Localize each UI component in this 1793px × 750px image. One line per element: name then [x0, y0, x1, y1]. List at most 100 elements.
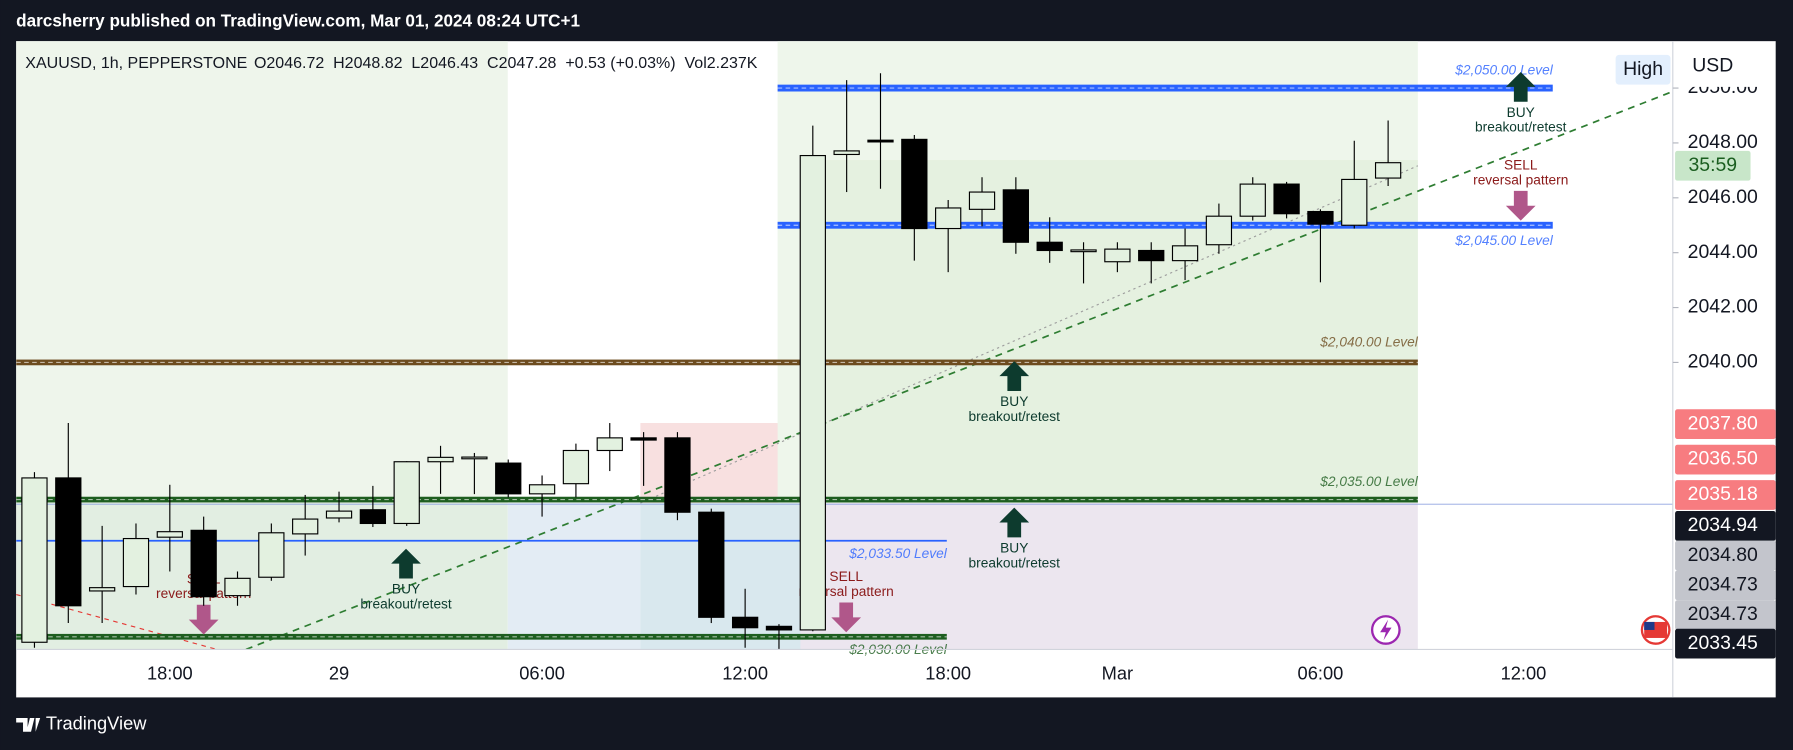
candle-body [833, 150, 860, 156]
price-tag-label: 2034.73 [1688, 573, 1758, 595]
candle-body [765, 625, 793, 631]
candle-body [596, 437, 623, 452]
candle-body [224, 577, 251, 597]
candle-body [393, 461, 420, 525]
candle-body [461, 456, 488, 460]
candle-body [799, 154, 826, 631]
candle-body [935, 207, 962, 230]
price-tag-label: 2035.18 [1688, 483, 1758, 505]
candle-body [867, 139, 894, 143]
candle-body [731, 616, 759, 629]
zone [507, 503, 641, 650]
candle-body [630, 437, 657, 441]
y-tick-label: 2048.00 [1688, 131, 1758, 153]
y-tick-label: 2044.00 [1688, 241, 1758, 263]
y-tick-label: 2042.00 [1688, 296, 1758, 318]
candle-body [21, 477, 48, 643]
candle-body [156, 531, 183, 538]
price-tag-label: 2034.80 [1688, 544, 1758, 566]
price-tag [1675, 540, 1776, 571]
trend-line [245, 90, 1673, 650]
candle-body [325, 510, 353, 519]
price-tag [1675, 600, 1776, 630]
signal-detail: breakout/retest [1475, 120, 1567, 135]
signal: BUY [1507, 105, 1535, 120]
countdown-tag [1675, 150, 1751, 181]
trend-line [640, 165, 1419, 504]
candle-body [55, 477, 82, 607]
candle-body [427, 456, 454, 463]
brand: TradingView [46, 713, 147, 734]
x-tick-label: 18:00 [925, 662, 971, 683]
candle-body [1374, 162, 1402, 179]
signal-detail: reversal pattern [1473, 172, 1568, 187]
signal-detail: breakout/retest [969, 409, 1061, 424]
currency: USD [1692, 54, 1733, 76]
candle-body [1104, 248, 1131, 263]
candle-body [495, 462, 522, 495]
price-tag [1675, 511, 1776, 541]
price-tags: 2037.80 2036.50 2035.18 2034.94 2034.80 2034.… [1675, 409, 1776, 659]
level-label: $2,040.00 Level [1319, 335, 1418, 350]
candle-body [528, 484, 556, 495]
price-tag-label: 2037.80 [1688, 412, 1758, 434]
candle-body [258, 532, 285, 578]
x-tick-label: 18:00 [147, 662, 193, 683]
flag-canton [1644, 621, 1655, 630]
candle-body [1070, 249, 1097, 253]
candle-body [292, 518, 319, 535]
candle-body [1002, 189, 1030, 243]
price-tag [1675, 444, 1776, 475]
countdown: 35:59 [1689, 154, 1738, 176]
x-tick-label: 06:00 [1298, 662, 1344, 683]
candle-body [901, 138, 928, 230]
levels [16, 84, 1553, 640]
sell-arrow [188, 604, 219, 635]
candle-body [664, 437, 691, 513]
x-tick-label: 12:00 [1501, 662, 1547, 683]
candle-body [968, 191, 996, 210]
signal: BUY [1000, 394, 1028, 409]
publisher: darcsherry published on TradingView.com,… [16, 10, 580, 30]
symbol: XAUUSD, 1h, PEPPERSTONE [25, 55, 247, 72]
buy-arrow [391, 548, 421, 579]
level-label: $2,033.50 Level [848, 546, 947, 561]
x-tick-label: 06:00 [519, 662, 565, 683]
y-tick-label: 2040.00 [1688, 351, 1758, 373]
candle-body [359, 509, 387, 525]
signal: BUY [392, 582, 420, 597]
candle-body [88, 587, 116, 592]
candle-body [562, 449, 590, 485]
axes: 2040.002042.002044.002046.002048.002050.… [147, 76, 1758, 683]
ohlc-legend: O2046.72 H2048.82 L2046.43 C2047.28 +0.5… [254, 55, 758, 72]
price-tag-label: 2034.94 [1688, 514, 1758, 536]
candle-body [1205, 215, 1233, 246]
candle-body [1138, 249, 1165, 262]
candles [21, 73, 1402, 650]
bolt [1380, 619, 1392, 641]
level-label: $2,050.00 Level [1454, 63, 1553, 78]
level-label: $2,045.00 Level [1454, 233, 1553, 248]
candle-body [1341, 178, 1368, 226]
price-tag [1675, 409, 1776, 440]
candle-body [122, 537, 150, 588]
candle-body [190, 529, 217, 598]
brand-logo [16, 717, 41, 732]
candle-body [698, 511, 725, 618]
x-tick-label: 29 [329, 662, 349, 683]
signal: SELL [1504, 157, 1538, 172]
candle-body [1239, 183, 1266, 217]
candle-body [1036, 241, 1063, 252]
zone [16, 41, 508, 504]
y-tick-label: 2046.00 [1688, 186, 1758, 208]
sell-arrow [1505, 190, 1536, 221]
x-tick-label: 12:00 [722, 662, 768, 683]
signal-detail: breakout/retest [969, 555, 1061, 570]
price-tag-label: 2033.45 [1688, 632, 1758, 654]
price-tag [1675, 628, 1776, 659]
buy-arrow [999, 507, 1030, 538]
trend-line [16, 593, 219, 650]
level-label: $2,035.00 Level [1319, 474, 1418, 489]
zone [800, 503, 1418, 650]
